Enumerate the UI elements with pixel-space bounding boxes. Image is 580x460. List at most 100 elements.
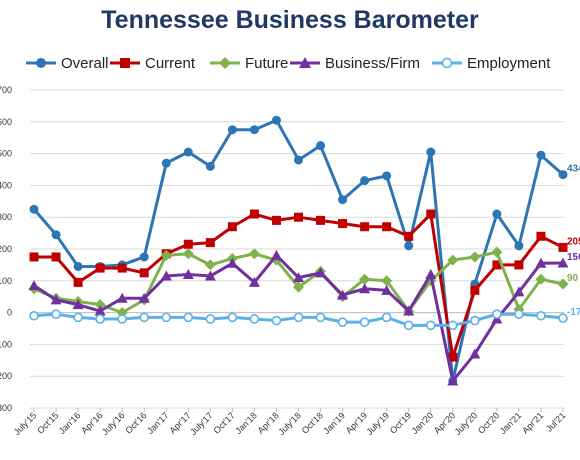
x-tick-label: Jan'20 bbox=[410, 410, 436, 436]
data-point bbox=[425, 268, 437, 279]
data-point bbox=[426, 147, 436, 157]
data-point bbox=[161, 312, 172, 323]
data-point bbox=[271, 215, 281, 225]
series-layer bbox=[28, 115, 569, 386]
data-point bbox=[249, 125, 259, 135]
data-point bbox=[183, 312, 194, 323]
data-label: 434 bbox=[567, 164, 580, 175]
data-point bbox=[360, 222, 370, 232]
end-labels: 434 205 90 156 -17 bbox=[567, 164, 580, 318]
x-tick-label: Jan'17 bbox=[145, 410, 171, 436]
data-point bbox=[51, 309, 61, 319]
data-point bbox=[28, 280, 40, 291]
data-point bbox=[72, 299, 84, 310]
data-point bbox=[248, 276, 260, 287]
legend-label: Overall bbox=[61, 55, 109, 72]
data-point bbox=[205, 161, 215, 171]
data-point bbox=[536, 310, 546, 321]
y-tick-label: 200 bbox=[0, 244, 12, 254]
data-point bbox=[139, 252, 149, 262]
data-point bbox=[95, 314, 105, 324]
data-point bbox=[382, 171, 392, 181]
legend: Overall Current Future Business/Firm Employm… bbox=[26, 55, 551, 72]
data-label: 90 bbox=[567, 273, 579, 284]
gridlines bbox=[30, 89, 564, 409]
legend-item: Overall bbox=[26, 55, 109, 72]
data-point bbox=[73, 312, 83, 323]
data-point bbox=[139, 312, 150, 323]
data-point bbox=[249, 209, 259, 219]
x-tick-label: Jul'21 bbox=[544, 410, 568, 434]
data-point bbox=[557, 257, 569, 268]
data-point bbox=[161, 158, 171, 168]
data-point bbox=[469, 348, 481, 359]
data-point bbox=[227, 222, 237, 232]
data-point bbox=[315, 312, 326, 323]
y-tick-label: 700 bbox=[0, 85, 12, 95]
x-tick-label: Oct'17 bbox=[212, 410, 237, 435]
data-point bbox=[558, 170, 568, 180]
data-point bbox=[557, 278, 569, 290]
data-point bbox=[381, 284, 393, 295]
data-point bbox=[271, 115, 281, 125]
y-tick-label: 400 bbox=[0, 180, 12, 190]
data-point bbox=[138, 292, 150, 303]
data-point bbox=[360, 176, 370, 186]
data-point bbox=[337, 317, 348, 327]
legend-item: Business/Firm bbox=[290, 55, 420, 72]
data-point bbox=[249, 314, 260, 324]
legend-marker bbox=[441, 57, 453, 69]
data-point bbox=[404, 241, 414, 251]
data-label: 156 bbox=[567, 252, 580, 263]
data-point bbox=[425, 320, 436, 331]
data-point bbox=[116, 292, 128, 303]
data-point bbox=[293, 281, 304, 293]
data-point bbox=[492, 209, 502, 219]
data-point bbox=[403, 320, 414, 331]
data-label: -17 bbox=[567, 307, 580, 318]
data-point bbox=[514, 260, 524, 270]
data-point bbox=[117, 314, 127, 324]
data-point bbox=[426, 209, 436, 219]
data-point bbox=[205, 314, 216, 324]
data-point bbox=[73, 277, 83, 287]
data-point bbox=[160, 270, 172, 281]
legend-item: Employment bbox=[432, 55, 551, 72]
data-point bbox=[248, 248, 260, 260]
legend-label: Employment bbox=[467, 55, 551, 72]
data-point bbox=[491, 246, 503, 258]
data-point bbox=[182, 268, 194, 279]
data-point bbox=[382, 222, 392, 232]
data-point bbox=[469, 251, 481, 263]
data-point bbox=[29, 252, 39, 262]
chart-title: Tennessee Business Barometer bbox=[101, 6, 479, 34]
data-point bbox=[338, 195, 348, 205]
data-point bbox=[535, 273, 547, 285]
x-tick-label: Apr'21 bbox=[520, 410, 545, 435]
x-tick-label: Jan'19 bbox=[321, 410, 347, 436]
data-point bbox=[470, 315, 480, 326]
legend-label: Current bbox=[145, 55, 196, 72]
data-point bbox=[271, 315, 282, 326]
data-point bbox=[183, 147, 193, 157]
y-tick-label: 300 bbox=[0, 212, 12, 222]
data-point bbox=[381, 275, 393, 287]
data-point bbox=[293, 272, 304, 283]
data-point bbox=[205, 238, 215, 248]
x-tick-label: July'17 bbox=[188, 410, 215, 437]
data-point bbox=[160, 249, 172, 261]
x-tick-label: Oct'15 bbox=[35, 410, 60, 435]
legend-label: Future bbox=[245, 55, 288, 72]
x-tick-label: Oct'20 bbox=[476, 410, 501, 435]
data-point bbox=[51, 230, 61, 240]
data-point bbox=[270, 249, 282, 260]
data-point bbox=[514, 241, 524, 251]
y-tick-label: 500 bbox=[0, 149, 12, 159]
legend-marker bbox=[299, 57, 311, 68]
data-point bbox=[513, 286, 525, 297]
data-point bbox=[117, 263, 127, 273]
x-tick-label: Jan'21 bbox=[498, 410, 524, 436]
y-tick-label: 0 bbox=[7, 308, 12, 318]
data-point bbox=[338, 219, 348, 229]
